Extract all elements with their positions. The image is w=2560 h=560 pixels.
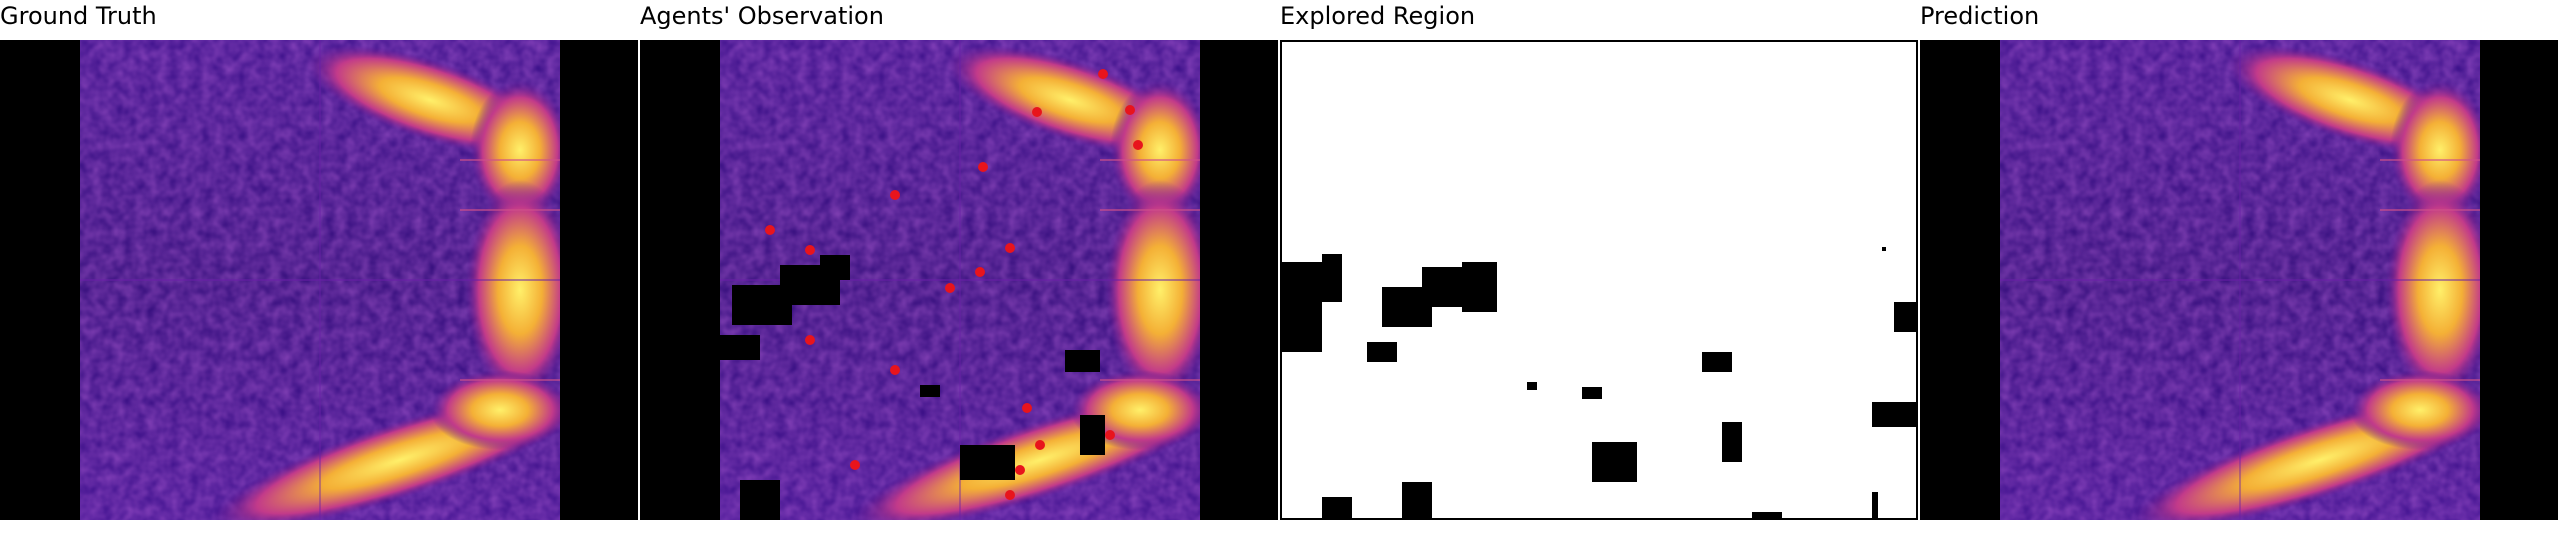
unexplored-region (1894, 302, 1916, 332)
red-agent-dot-icon (1032, 107, 1042, 117)
unexplored-region (1872, 492, 1878, 518)
red-agent-dot-icon (850, 460, 860, 470)
observation-heatmap (720, 40, 1200, 520)
agent-markers (765, 69, 1143, 500)
red-agent-dot-icon (805, 245, 815, 255)
unexplored-region (1462, 262, 1497, 312)
unexplored-region (1527, 382, 1537, 390)
red-agent-dot-icon (1005, 243, 1015, 253)
unexplored-region (1322, 254, 1342, 274)
unobserved-region (1065, 350, 1100, 372)
red-agent-dot-icon (765, 225, 775, 235)
panel-title-agents-observation: Agents' Observation (640, 2, 884, 30)
unexplored-region (1752, 512, 1782, 518)
unexplored-region (1592, 442, 1637, 482)
red-agent-dot-icon (890, 365, 900, 375)
red-agent-dot-icon (1133, 140, 1143, 150)
red-agent-dot-icon (1035, 440, 1045, 450)
explored-region-panel (1280, 40, 1918, 520)
unobserved-region (820, 255, 850, 280)
panel-title-explored-region: Explored Region (1280, 2, 1476, 30)
ground-truth-panel (0, 40, 638, 520)
unexplored-region (1322, 497, 1352, 518)
red-agent-dot-icon (1015, 465, 1025, 475)
unobserved-region (920, 385, 940, 397)
unexplored-region (1872, 402, 1916, 427)
unobserved-region (960, 445, 1015, 480)
unexplored-region (1882, 247, 1886, 251)
red-agent-dot-icon (805, 335, 815, 345)
unexplored-region (1702, 352, 1732, 372)
agents-observation-panel (640, 40, 1278, 520)
prediction-heatmap (2000, 40, 2480, 520)
unexplored-region (1402, 482, 1432, 518)
red-agent-dot-icon (1005, 490, 1015, 500)
panel-title-prediction: Prediction (1920, 2, 2040, 30)
red-agent-dot-icon (1098, 69, 1108, 79)
red-agent-dot-icon (945, 283, 955, 293)
red-agent-dot-icon (978, 162, 988, 172)
unobserved-region (720, 335, 760, 360)
red-agent-dot-icon (890, 190, 900, 200)
red-agent-dot-icon (975, 267, 985, 277)
unexplored-region (1722, 422, 1742, 462)
unexplored-region (1367, 342, 1397, 362)
unobserved-region (1920, 40, 2000, 520)
panel-title-ground-truth: Ground Truth (0, 2, 157, 30)
unobserved-region (740, 480, 780, 520)
red-agent-dot-icon (1105, 430, 1115, 440)
unobserved-region (1080, 415, 1105, 455)
ground-truth-heatmap (80, 40, 560, 520)
unexplored-region (1282, 282, 1322, 352)
unexplored-region (1582, 387, 1602, 399)
red-agent-dot-icon (1125, 105, 1135, 115)
red-agent-dot-icon (1022, 403, 1032, 413)
prediction-panel (1920, 40, 2558, 520)
